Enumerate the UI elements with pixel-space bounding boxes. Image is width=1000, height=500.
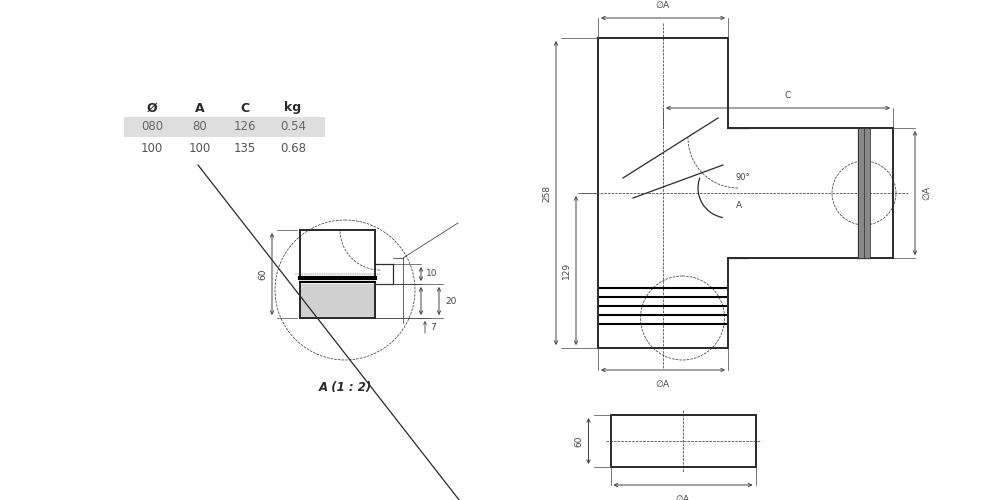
- Text: 90°: 90°: [736, 174, 751, 182]
- Text: A: A: [195, 102, 205, 114]
- Text: 60: 60: [258, 268, 267, 280]
- Bar: [124, 117, 325, 137]
- Text: A (1 : 2): A (1 : 2): [318, 382, 372, 394]
- Text: $\varnothing$A: $\varnothing$A: [655, 378, 671, 389]
- Text: 129: 129: [562, 262, 571, 279]
- Text: $\varnothing$A: $\varnothing$A: [675, 493, 691, 500]
- Text: 0.54: 0.54: [280, 120, 306, 134]
- Text: 080: 080: [141, 120, 163, 134]
- Text: Ø: Ø: [147, 102, 157, 114]
- Text: 258: 258: [542, 184, 551, 202]
- Text: 10: 10: [426, 270, 438, 278]
- Text: $\varnothing$A: $\varnothing$A: [921, 185, 932, 201]
- Text: kg: kg: [284, 102, 302, 114]
- Text: 0.68: 0.68: [280, 142, 306, 154]
- Text: 100: 100: [189, 142, 211, 154]
- Text: 100: 100: [141, 142, 163, 154]
- Bar: [858, 128, 870, 258]
- Text: 126: 126: [234, 120, 256, 134]
- Text: 135: 135: [234, 142, 256, 154]
- Bar: [610, 415, 756, 467]
- Text: 7: 7: [430, 324, 436, 332]
- Text: 80: 80: [193, 120, 207, 134]
- Text: C: C: [785, 91, 791, 100]
- Text: 20: 20: [445, 296, 456, 306]
- Text: 60: 60: [574, 435, 584, 447]
- Bar: [300, 284, 375, 318]
- Text: $\varnothing$A: $\varnothing$A: [655, 0, 671, 10]
- Text: A: A: [736, 200, 742, 209]
- Text: C: C: [240, 102, 250, 114]
